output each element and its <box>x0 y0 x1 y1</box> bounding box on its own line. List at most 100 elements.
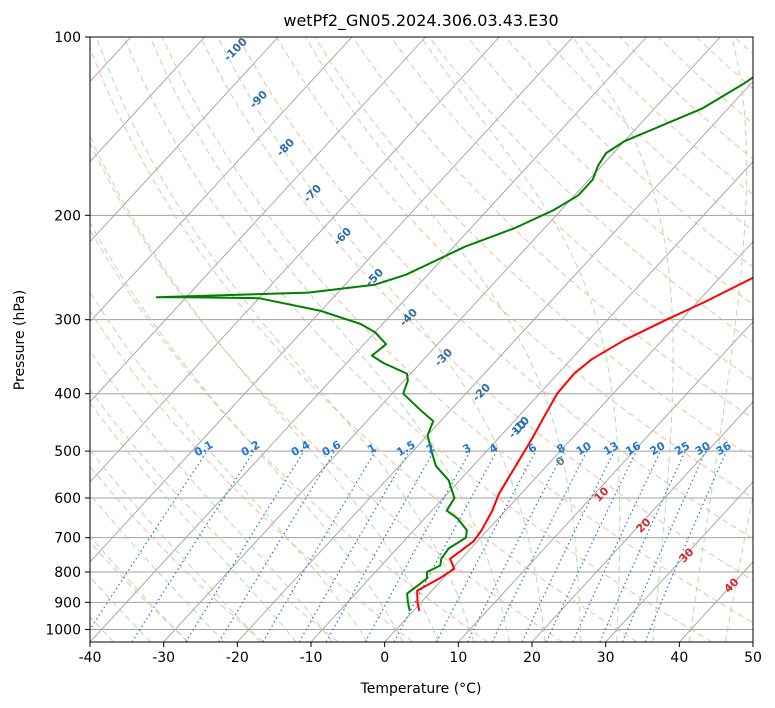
axis-ticks: -40 -30 -20 -10 0 10 20 30 40 5010020030040050060… <box>45 30 762 666</box>
mixing-ratio-line <box>572 450 662 642</box>
moist-adiabat-line <box>572 37 674 642</box>
x-tick-label: 10 <box>449 650 467 666</box>
mixing-ratio-line <box>521 450 615 642</box>
moist-adiabat-line <box>725 494 753 642</box>
dry-adiabat-label: 10 <box>592 484 612 504</box>
mixing-ratio-line <box>364 450 471 642</box>
dry-adiabat-line <box>543 37 753 232</box>
dry-adiabat-line <box>276 37 753 499</box>
dry-adiabat-line <box>581 37 753 196</box>
dry-adiabat-line <box>199 37 753 581</box>
moist-adiabat-label: -60 <box>331 225 354 248</box>
isotherm-line <box>752 641 753 642</box>
moist-adiabat-line <box>90 402 297 642</box>
moist-adiabat-line <box>90 221 404 642</box>
chart-title: wetPf2_GN05.2024.306.03.43.E30 <box>283 11 558 31</box>
moist-adiabat-line <box>90 135 439 642</box>
x-tick-label: 30 <box>597 650 615 666</box>
x-tick-label: -30 <box>152 650 175 666</box>
dewpoint-profile-line <box>155 76 753 612</box>
dry-adiabat-line <box>695 37 753 90</box>
moist-adiabat-label: -90 <box>247 88 270 111</box>
isotherm-line <box>90 37 647 642</box>
y-tick-label: 600 <box>54 491 81 507</box>
mixing-ratio-label: 0.6 <box>320 438 344 459</box>
y-tick-label: 300 <box>54 313 81 329</box>
mixing-ratio-line <box>131 450 255 642</box>
moist-adiabat-line <box>149 37 510 642</box>
moist-adiabat-line <box>96 37 475 642</box>
mixing-ratio-line <box>491 450 588 642</box>
mixing-ratio-line <box>466 450 565 642</box>
y-tick-label: 700 <box>54 531 81 547</box>
dry-adiabat-line <box>619 37 753 160</box>
dry-adiabat-line <box>90 228 488 642</box>
moist-adiabat-label: -30 <box>432 346 455 369</box>
isotherm-line <box>679 561 753 642</box>
mixing-ratio-line <box>545 450 637 642</box>
y-tick-label: 900 <box>54 595 81 611</box>
isotherm-line <box>605 481 753 642</box>
dry-adiabat-line <box>390 37 753 381</box>
dry-adiabat-line <box>237 37 753 540</box>
moist-adiabat-line <box>90 493 225 642</box>
dry-adiabat-line <box>314 37 753 459</box>
mixing-ratio-label: 0.1 <box>192 438 215 459</box>
x-tick-label: 50 <box>744 650 762 666</box>
y-axis-label: Pressure (hPa) <box>12 290 28 390</box>
x-tick-label: 40 <box>670 650 688 666</box>
dry-adiabat-line <box>505 37 753 268</box>
dry-adiabat-line <box>90 388 339 642</box>
moist-adiabat-line <box>90 535 188 642</box>
mixing-ratio-label: 1.5 <box>394 438 417 459</box>
dry-adiabat-label: 20 <box>634 515 654 535</box>
y-tick-label: 1000 <box>45 622 81 638</box>
moist-adiabat-label: -40 <box>397 306 420 329</box>
mixing-ratio-label: 6 <box>526 441 539 456</box>
x-tick-label: 0 <box>380 650 389 666</box>
isotherm-line <box>531 401 753 642</box>
x-tick-label: -40 <box>79 650 102 666</box>
isotherm-line <box>163 37 721 642</box>
mixing-ratio-line <box>298 450 410 642</box>
data-layer <box>155 76 753 612</box>
x-tick-label: -10 <box>300 650 323 666</box>
dry-adiabat-line <box>90 541 190 642</box>
mixing-ratio-label: 30 <box>693 439 713 458</box>
dry-adiabat-line <box>90 142 563 642</box>
dry-adiabat-line <box>734 37 753 55</box>
moist-adiabat-label: -80 <box>274 136 297 159</box>
mixing-ratio-label: 4 <box>487 441 500 456</box>
dry-adiabat-line <box>90 465 264 642</box>
mixing-ratio-label: 16 <box>623 439 643 458</box>
dry-adiabat-line <box>352 37 753 420</box>
isotherm-line <box>90 37 205 163</box>
dry-adiabat-line <box>161 37 753 624</box>
dry-adiabat-label: 30 <box>677 545 697 565</box>
dry-adiabat-line <box>657 37 753 125</box>
mixing-ratio-line <box>599 450 686 642</box>
y-tick-label: 400 <box>54 387 81 403</box>
y-tick-label: 800 <box>54 565 81 581</box>
mixing-ratio-line <box>185 450 305 642</box>
temperature-profile-line <box>416 276 753 612</box>
isotherm-line <box>237 80 753 642</box>
moist-adiabat-line <box>688 37 748 642</box>
dry-adiabat-line <box>90 46 638 642</box>
mixing-ratio-label: 20 <box>648 439 668 458</box>
mixing-ratio-label: 13 <box>601 439 621 458</box>
dry-adiabat-line <box>428 37 753 343</box>
isotherm-line <box>90 37 500 483</box>
dry-adiabat-line <box>466 37 753 305</box>
x-axis-label: Temperature (°C) <box>360 681 482 697</box>
moist-adiabat-line <box>90 291 369 642</box>
dry-adiabat-line <box>123 37 712 642</box>
mixing-ratio-line <box>393 450 498 642</box>
y-tick-label: 500 <box>54 444 81 460</box>
plot-area <box>90 37 753 642</box>
mixing-ratio-line <box>262 450 376 642</box>
isotherm-line <box>90 37 353 323</box>
isotherm-line <box>458 321 753 642</box>
moist-adiabat-line <box>90 350 333 642</box>
